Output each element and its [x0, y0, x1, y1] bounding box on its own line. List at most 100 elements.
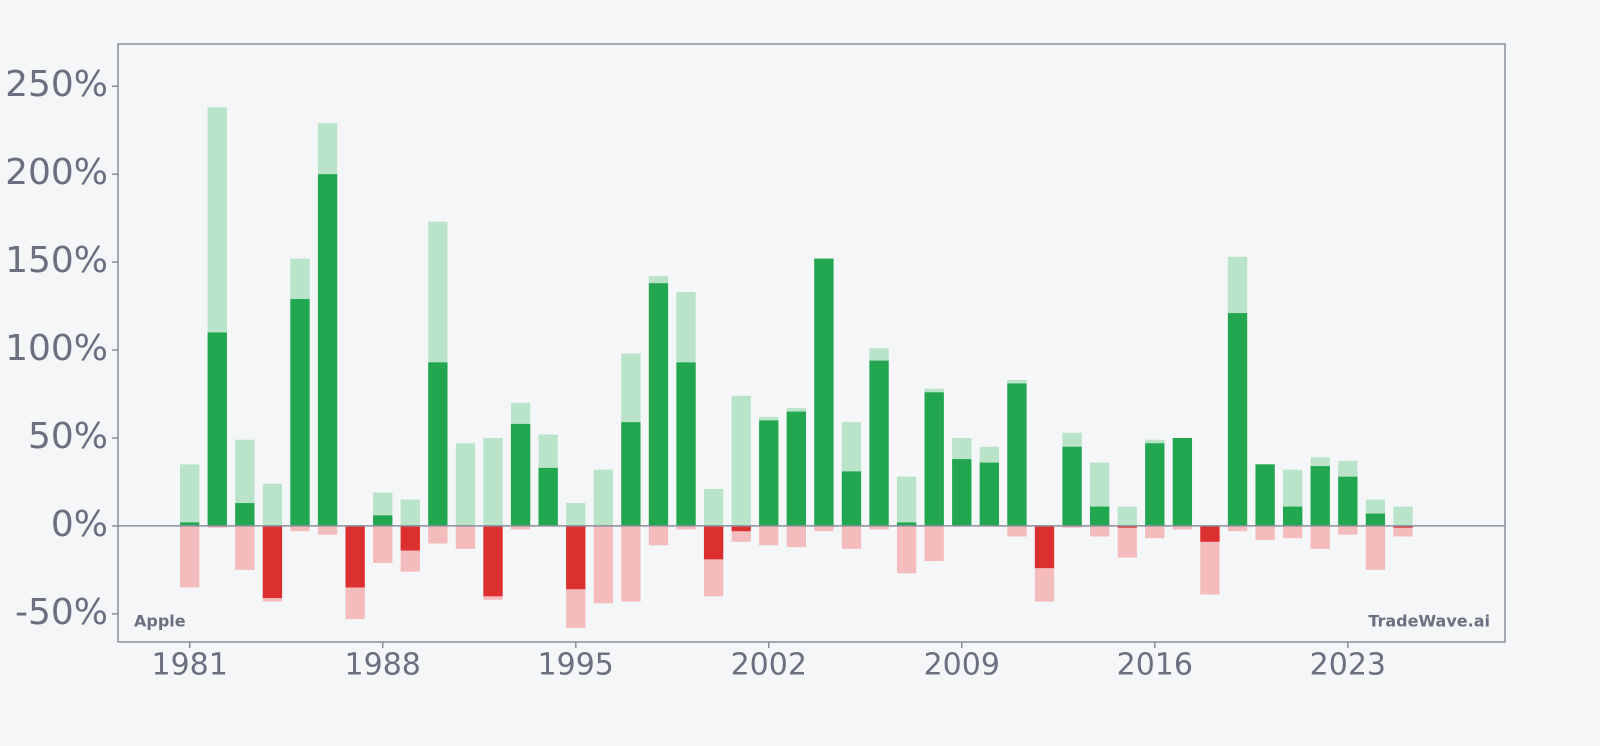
bar	[207, 332, 227, 526]
bar	[400, 525, 420, 551]
watermark: TradeWave.ai	[1368, 612, 1490, 631]
bar	[317, 174, 338, 526]
y-tick-label: 200%	[5, 152, 108, 193]
bar	[483, 437, 503, 526]
bar	[1172, 525, 1193, 530]
bar	[676, 362, 696, 526]
bar	[1227, 525, 1248, 532]
bar	[373, 515, 393, 526]
bar	[841, 525, 862, 549]
bar	[566, 525, 586, 590]
bar	[814, 525, 834, 532]
x-tick-label: 2009	[924, 648, 1000, 683]
bar	[1365, 513, 1386, 526]
symbol-label: Apple	[134, 612, 186, 631]
bar	[1200, 525, 1220, 595]
bar	[1338, 476, 1358, 526]
bar	[648, 283, 669, 526]
bar	[566, 503, 586, 526]
bar	[896, 525, 917, 574]
bar	[786, 411, 806, 526]
bar	[235, 503, 255, 526]
bar	[1283, 525, 1303, 539]
bar	[345, 525, 365, 588]
bar	[869, 525, 889, 530]
bar	[262, 483, 283, 526]
bar	[1255, 525, 1275, 540]
bar	[455, 443, 476, 526]
bar	[1117, 525, 1137, 528]
y-tick-label: 150%	[5, 240, 108, 281]
y-tick-label: -50%	[15, 592, 108, 633]
bar	[455, 525, 476, 549]
bar	[1227, 313, 1248, 526]
bar	[400, 499, 420, 526]
bar	[1393, 525, 1413, 528]
bar	[1145, 525, 1165, 539]
bar	[1117, 506, 1137, 526]
bar	[428, 362, 448, 526]
bar	[235, 525, 255, 570]
bar	[621, 422, 641, 526]
x-tick-label: 2002	[731, 648, 807, 683]
bar	[1393, 506, 1413, 526]
bar	[759, 525, 779, 546]
bar	[731, 395, 751, 526]
plot-frame	[117, 43, 1506, 643]
x-tick-label: 2016	[1117, 648, 1193, 683]
bar	[1338, 525, 1358, 535]
bar	[703, 525, 724, 560]
bar	[1255, 464, 1275, 526]
bar	[924, 392, 944, 526]
x-tick-label: 1995	[538, 648, 614, 683]
bar	[373, 525, 393, 563]
x-tick-label: 1988	[345, 648, 421, 683]
bar	[1062, 525, 1082, 528]
bar	[952, 459, 972, 526]
bar	[1090, 525, 1110, 537]
bar	[290, 525, 310, 532]
bar	[1007, 525, 1027, 537]
bar	[1365, 525, 1386, 570]
bar	[1172, 437, 1193, 526]
bar	[979, 462, 1000, 526]
bar	[510, 525, 531, 530]
y-tick-label: 250%	[5, 64, 108, 105]
bar	[786, 525, 806, 548]
bar	[1145, 443, 1165, 526]
x-tick-label: 2023	[1310, 648, 1386, 683]
bar	[1310, 466, 1330, 526]
bar	[648, 525, 669, 546]
x-tick-label: 1981	[152, 648, 228, 683]
bar	[621, 525, 641, 602]
bar	[1117, 525, 1137, 558]
bar	[593, 525, 613, 604]
bar	[731, 525, 751, 532]
y-tick-label: 100%	[5, 328, 108, 369]
bar	[1090, 506, 1110, 526]
bar	[290, 299, 310, 526]
bar	[262, 525, 283, 599]
bar	[1283, 506, 1303, 526]
bar	[1310, 525, 1330, 549]
bar	[841, 471, 862, 526]
y-tick-label: 0%	[51, 504, 108, 545]
bar	[510, 423, 531, 526]
bar	[180, 464, 200, 526]
bar	[1034, 525, 1055, 569]
bar	[896, 522, 917, 526]
bar	[1007, 383, 1027, 526]
bar	[759, 420, 779, 526]
bar	[428, 525, 448, 544]
bar	[593, 469, 613, 526]
y-tick-label: 50%	[28, 416, 108, 457]
bar	[180, 525, 200, 588]
bar	[703, 488, 724, 526]
bar	[896, 476, 917, 526]
bar	[924, 525, 944, 562]
bar	[207, 525, 227, 528]
bar	[180, 522, 200, 526]
bar	[538, 467, 558, 526]
bar	[483, 525, 503, 597]
